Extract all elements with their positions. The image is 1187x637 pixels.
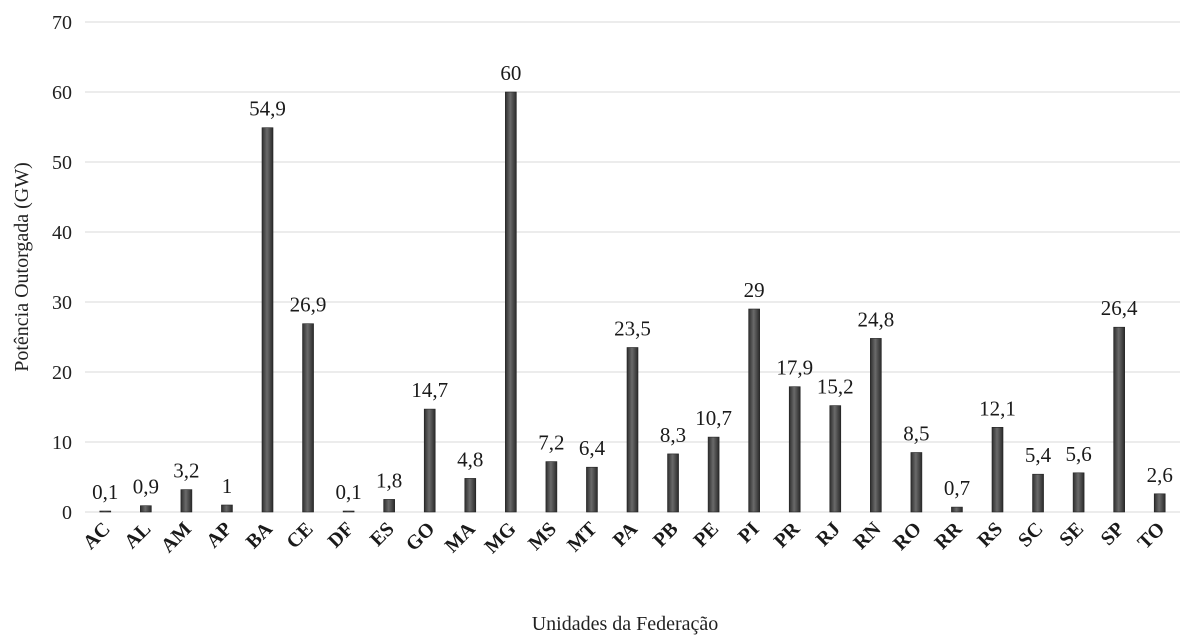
bar bbox=[545, 461, 558, 513]
bar bbox=[99, 510, 112, 513]
bar bbox=[1032, 473, 1044, 513]
data-label: 26,9 bbox=[290, 293, 327, 317]
data-label: 10,7 bbox=[695, 406, 732, 430]
data-label: 7,2 bbox=[538, 431, 564, 455]
bar bbox=[464, 478, 477, 513]
data-label: 0,7 bbox=[944, 476, 970, 500]
x-tick-label: MT bbox=[563, 518, 602, 557]
x-tick-label: SC bbox=[1014, 518, 1048, 552]
bar bbox=[423, 408, 436, 513]
x-tick-label: AL bbox=[120, 518, 155, 553]
bar bbox=[221, 504, 233, 513]
bar bbox=[667, 453, 679, 513]
x-tick-label: PI bbox=[734, 518, 764, 548]
x-tick-label: AM bbox=[157, 518, 196, 557]
data-label: 0,1 bbox=[92, 480, 118, 504]
x-tick-label: MA bbox=[441, 518, 481, 558]
x-tick-label: CE bbox=[282, 518, 317, 553]
data-label: 5,6 bbox=[1065, 442, 1091, 466]
y-tick-label: 0 bbox=[62, 502, 72, 524]
x-tick-label: SP bbox=[1097, 518, 1129, 550]
y-tick-label: 50 bbox=[52, 152, 72, 174]
y-tick-label: 40 bbox=[52, 222, 72, 244]
y-axis-ticks: 0 10 20 30 40 50 60 70 bbox=[52, 12, 72, 524]
bar bbox=[180, 489, 193, 513]
bar bbox=[626, 347, 639, 513]
x-axis-ticks: AC AL AM AP BA CE DF ES GO MA MG MS MT PA PB PE PI PR RJ RN… bbox=[79, 518, 1169, 558]
data-label: 60 bbox=[500, 61, 521, 85]
x-tick-label: TO bbox=[1134, 518, 1170, 554]
x-tick-label: PE bbox=[690, 518, 724, 552]
x-tick-label: AC bbox=[79, 518, 115, 554]
bar bbox=[707, 436, 720, 513]
x-tick-label: RN bbox=[849, 518, 885, 554]
data-label: 8,5 bbox=[903, 422, 929, 446]
data-label: 24,8 bbox=[857, 307, 894, 331]
data-label: 15,2 bbox=[817, 375, 854, 399]
data-label: 23,5 bbox=[614, 317, 651, 341]
bar bbox=[788, 386, 801, 513]
data-label: 0,9 bbox=[133, 475, 159, 499]
x-tick-label: ES bbox=[366, 518, 399, 551]
bar bbox=[1072, 472, 1085, 513]
bar bbox=[383, 499, 395, 513]
y-tick-label: 30 bbox=[52, 292, 72, 314]
x-tick-label: PB bbox=[649, 518, 683, 552]
data-label: 17,9 bbox=[776, 356, 813, 380]
data-label: 29 bbox=[744, 278, 765, 302]
bar bbox=[991, 426, 1004, 513]
y-tick-label: 10 bbox=[52, 432, 72, 454]
x-tick-label: RJ bbox=[812, 518, 845, 551]
y-tick-label: 70 bbox=[52, 12, 72, 34]
bar bbox=[1113, 326, 1125, 513]
data-label: 54,9 bbox=[249, 97, 286, 121]
y-tick-label: 60 bbox=[52, 82, 72, 104]
x-tick-label: RR bbox=[930, 518, 966, 554]
data-label: 26,4 bbox=[1101, 296, 1138, 320]
x-tick-label: MG bbox=[480, 518, 520, 558]
x-tick-label: MS bbox=[524, 518, 561, 555]
data-label: 2,6 bbox=[1147, 463, 1173, 487]
x-tick-label: AP bbox=[202, 518, 236, 552]
x-tick-label: PR bbox=[770, 518, 805, 553]
bar bbox=[951, 506, 963, 513]
y-tick-label: 20 bbox=[52, 362, 72, 384]
x-tick-label: BA bbox=[242, 518, 278, 554]
x-tick-label: SE bbox=[1055, 518, 1088, 551]
data-label: 5,4 bbox=[1025, 443, 1052, 467]
bar bbox=[586, 466, 598, 513]
x-tick-label: PA bbox=[609, 518, 643, 552]
bars bbox=[99, 91, 1166, 513]
bar bbox=[302, 323, 314, 513]
x-tick-label: RS bbox=[973, 518, 1007, 552]
data-labels: 0,1 0,9 3,2 1 54,9 26,9 0,1 1,8 14,7 4,8 60 7,2 6,4 2… bbox=[92, 61, 1173, 504]
bar bbox=[870, 338, 882, 513]
bar bbox=[505, 91, 517, 513]
data-label: 1 bbox=[222, 474, 233, 498]
bar bbox=[140, 505, 152, 513]
bar bbox=[910, 452, 923, 513]
bar bbox=[342, 510, 355, 513]
data-label: 6,4 bbox=[579, 436, 606, 460]
data-label: 4,8 bbox=[457, 447, 483, 471]
x-axis-title: Unidades da Federação bbox=[532, 613, 719, 635]
data-label: 3,2 bbox=[173, 459, 199, 483]
y-axis-title: Potência Outorgada (GW) bbox=[11, 162, 33, 372]
data-label: 12,1 bbox=[979, 396, 1016, 420]
data-label: 1,8 bbox=[376, 468, 402, 492]
bar bbox=[261, 127, 274, 513]
x-tick-label: GO bbox=[402, 518, 440, 556]
bar bbox=[829, 405, 842, 513]
data-label: 14,7 bbox=[411, 378, 448, 402]
x-tick-label: RO bbox=[889, 518, 926, 555]
bar bbox=[748, 308, 760, 513]
x-tick-label: DF bbox=[324, 518, 358, 552]
bar bbox=[1153, 493, 1166, 513]
data-label: 8,3 bbox=[660, 423, 686, 447]
data-label: 0,1 bbox=[335, 480, 361, 504]
